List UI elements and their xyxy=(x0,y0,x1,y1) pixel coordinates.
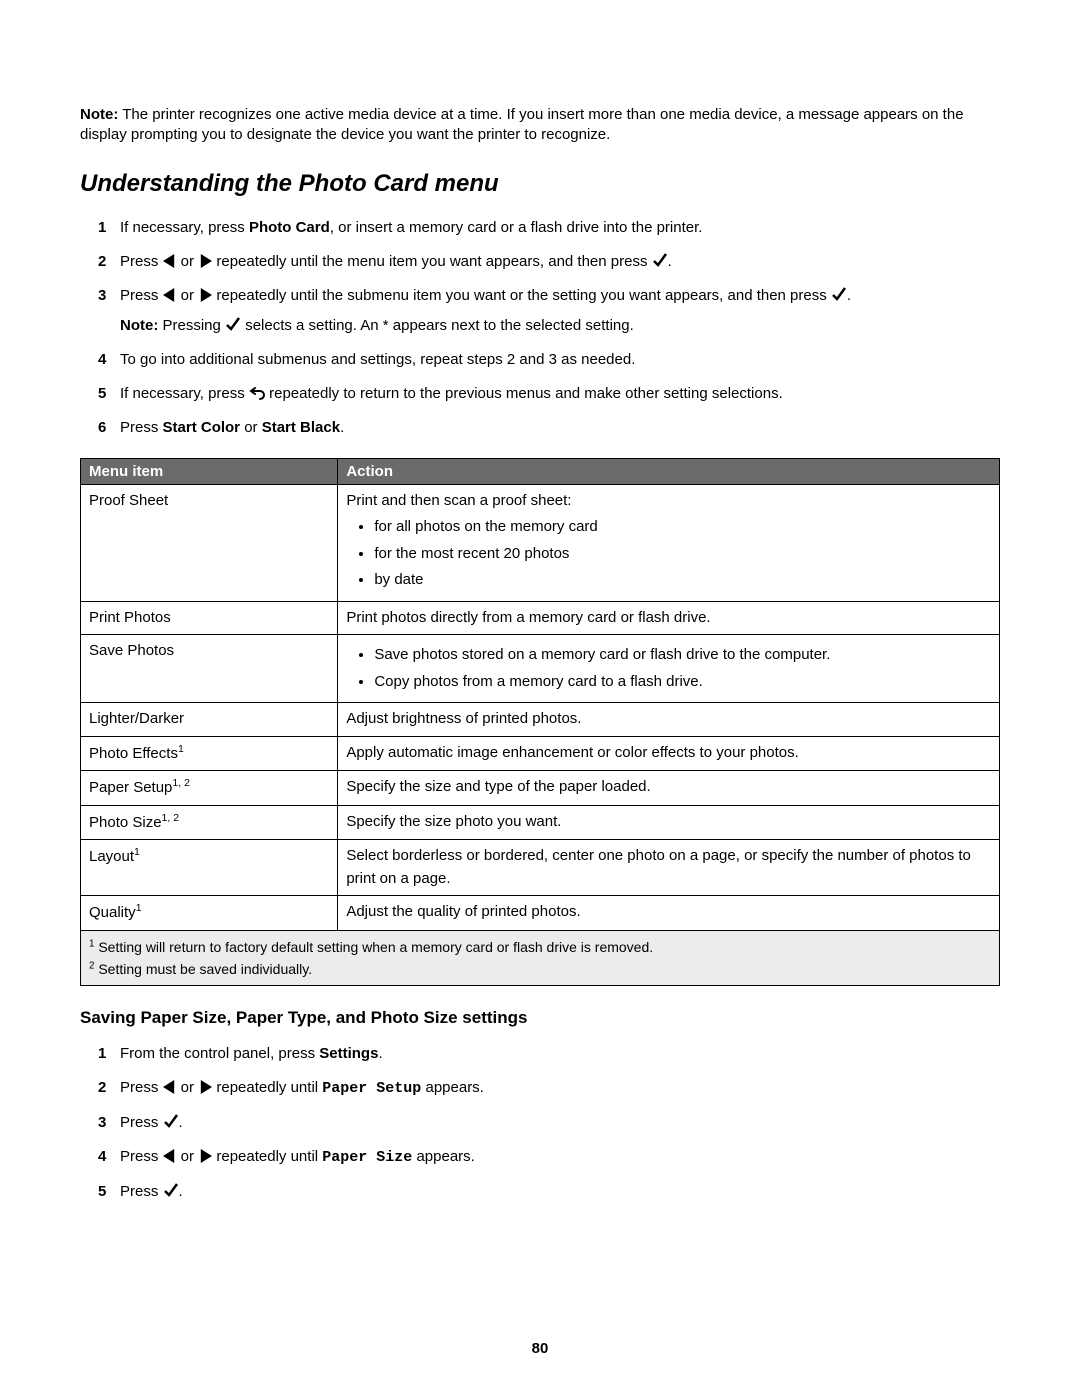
menu-cell: Quality1 xyxy=(81,896,338,931)
action-cell: Adjust brightness of printed photos. xyxy=(338,703,1000,737)
table-row: Proof SheetPrint and then scan a proof s… xyxy=(81,484,1000,601)
step-text: If necessary, press Photo Card, or inser… xyxy=(120,219,702,236)
menu-cell: Save Photos xyxy=(81,635,338,703)
table-row: Paper Setup1, 2Specify the size and type… xyxy=(81,771,1000,806)
bullet-item: Copy photos from a memory card to a flas… xyxy=(374,671,991,694)
menu-cell: Paper Setup1, 2 xyxy=(81,771,338,806)
th-menu: Menu item xyxy=(81,458,338,484)
left-arrow-icon xyxy=(163,288,177,302)
step2-3: 3 Press . xyxy=(98,1111,1000,1135)
action-cell: Specify the size photo you want. xyxy=(338,805,1000,840)
menu-cell: Proof Sheet xyxy=(81,484,338,601)
menu-cell: Layout1 xyxy=(81,840,338,896)
top-note: Note: The printer recognizes one active … xyxy=(80,105,1000,146)
section-heading: Understanding the Photo Card menu xyxy=(80,170,1000,198)
action-cell: Print photos directly from a memory card… xyxy=(338,601,1000,635)
step2-1: 1 From the control panel, press Settings… xyxy=(98,1042,1000,1066)
step-text: Press or repeatedly until Paper Setup ap… xyxy=(120,1079,484,1096)
back-icon xyxy=(249,385,265,401)
action-cell: Select borderless or bordered, center on… xyxy=(338,840,1000,896)
table-row: Quality1Adjust the quality of printed ph… xyxy=(81,896,1000,931)
step-number: 3 xyxy=(98,284,106,308)
action-cell: Adjust the quality of printed photos. xyxy=(338,896,1000,931)
menu-cell: Photo Size1, 2 xyxy=(81,805,338,840)
check-icon xyxy=(163,1182,179,1198)
check-icon xyxy=(652,252,668,268)
footnote-row: 1 Setting will return to factory default… xyxy=(81,930,1000,986)
action-bullets: for all photos on the memory card for the… xyxy=(346,516,991,592)
table-header-row: Menu item Action xyxy=(81,458,1000,484)
table-row: Lighter/DarkerAdjust brightness of print… xyxy=(81,703,1000,737)
check-icon xyxy=(163,1113,179,1129)
steps-list: 1 If necessary, press Photo Card, or ins… xyxy=(98,216,1000,440)
step-text: Press or repeatedly until the menu item … xyxy=(120,253,672,270)
step-number: 1 xyxy=(98,1042,106,1066)
step-text: Press or repeatedly until Paper Size app… xyxy=(120,1148,475,1165)
bullet-item: by date xyxy=(374,569,991,592)
step-number: 2 xyxy=(98,1076,106,1100)
step2-4: 4 Press or repeatedly until Paper Size a… xyxy=(98,1145,1000,1170)
action-cell: Specify the size and type of the paper l… xyxy=(338,771,1000,806)
action-cell: Print and then scan a proof sheet:for al… xyxy=(338,484,1000,601)
left-arrow-icon xyxy=(163,254,177,268)
step-number: 1 xyxy=(98,216,106,240)
bullet-item: for all photos on the memory card xyxy=(374,516,991,539)
check-icon xyxy=(225,316,241,332)
bullet-item: Save photos stored on a memory card or f… xyxy=(374,644,991,667)
action-cell: Save photos stored on a memory card or f… xyxy=(338,635,1000,703)
step-text: If necessary, press repeatedly to return… xyxy=(120,385,783,402)
step-2: 2 Press or repeatedly until the menu ite… xyxy=(98,250,1000,274)
step-number: 6 xyxy=(98,416,106,440)
page: Note: The printer recognizes one active … xyxy=(0,0,1080,1397)
table-row: Save Photos Save photos stored on a memor… xyxy=(81,635,1000,703)
check-icon xyxy=(831,286,847,302)
step-text: To go into additional submenus and setti… xyxy=(120,351,635,368)
step-number: 5 xyxy=(98,382,106,406)
footnote-cell: 1 Setting will return to factory default… xyxy=(81,930,1000,986)
table-row: Photo Effects1Apply automatic image enha… xyxy=(81,736,1000,771)
step2-5: 5 Press . xyxy=(98,1180,1000,1204)
right-arrow-icon xyxy=(198,1149,212,1163)
right-arrow-icon xyxy=(198,254,212,268)
step-text: Press . xyxy=(120,1183,183,1200)
table-row: Print PhotosPrint photos directly from a… xyxy=(81,601,1000,635)
left-arrow-icon xyxy=(163,1080,177,1094)
action-cell: Apply automatic image enhancement or col… xyxy=(338,736,1000,771)
steps2-list: 1 From the control panel, press Settings… xyxy=(98,1042,1000,1204)
table-row: Photo Size1, 2Specify the size photo you… xyxy=(81,805,1000,840)
step2-2: 2 Press or repeatedly until Paper Setup … xyxy=(98,1076,1000,1101)
step-number: 4 xyxy=(98,1145,106,1169)
step-6: 6 Press Start Color or Start Black. xyxy=(98,416,1000,440)
step-5: 5 If necessary, press repeatedly to retu… xyxy=(98,382,1000,406)
step-number: 3 xyxy=(98,1111,106,1135)
note-text: The printer recognizes one active media … xyxy=(80,106,964,143)
left-arrow-icon xyxy=(163,1149,177,1163)
step-number: 5 xyxy=(98,1180,106,1204)
page-number: 80 xyxy=(0,1340,1080,1357)
step-number: 4 xyxy=(98,348,106,372)
menu-cell: Lighter/Darker xyxy=(81,703,338,737)
action-bullets: Save photos stored on a memory card or f… xyxy=(346,644,991,693)
note-label: Note: xyxy=(80,106,118,123)
bullet-item: for the most recent 20 photos xyxy=(374,543,991,566)
step-number: 2 xyxy=(98,250,106,274)
right-arrow-icon xyxy=(198,1080,212,1094)
step-3: 3 Press or repeatedly until the submenu … xyxy=(98,284,1000,338)
step-text: Press . xyxy=(120,1114,183,1131)
subheading: Saving Paper Size, Paper Type, and Photo… xyxy=(80,1008,1000,1028)
menu-cell: Photo Effects1 xyxy=(81,736,338,771)
th-action: Action xyxy=(338,458,1000,484)
step-text: From the control panel, press Settings. xyxy=(120,1045,383,1062)
step-4: 4 To go into additional submenus and set… xyxy=(98,348,1000,372)
table-row: Layout1Select borderless or bordered, ce… xyxy=(81,840,1000,896)
step-text: Press Start Color or Start Black. xyxy=(120,419,344,436)
footnote-line: 1 Setting will return to factory default… xyxy=(89,936,991,958)
menu-cell: Print Photos xyxy=(81,601,338,635)
right-arrow-icon xyxy=(198,288,212,302)
step-text: Press or repeatedly until the submenu it… xyxy=(120,287,851,304)
menu-table: Menu item Action Proof SheetPrint and th… xyxy=(80,458,1000,987)
footnote-line: 2 Setting must be saved individually. xyxy=(89,958,991,980)
step-note: Note: Pressing selects a setting. An * a… xyxy=(120,314,1000,338)
step-1: 1 If necessary, press Photo Card, or ins… xyxy=(98,216,1000,240)
